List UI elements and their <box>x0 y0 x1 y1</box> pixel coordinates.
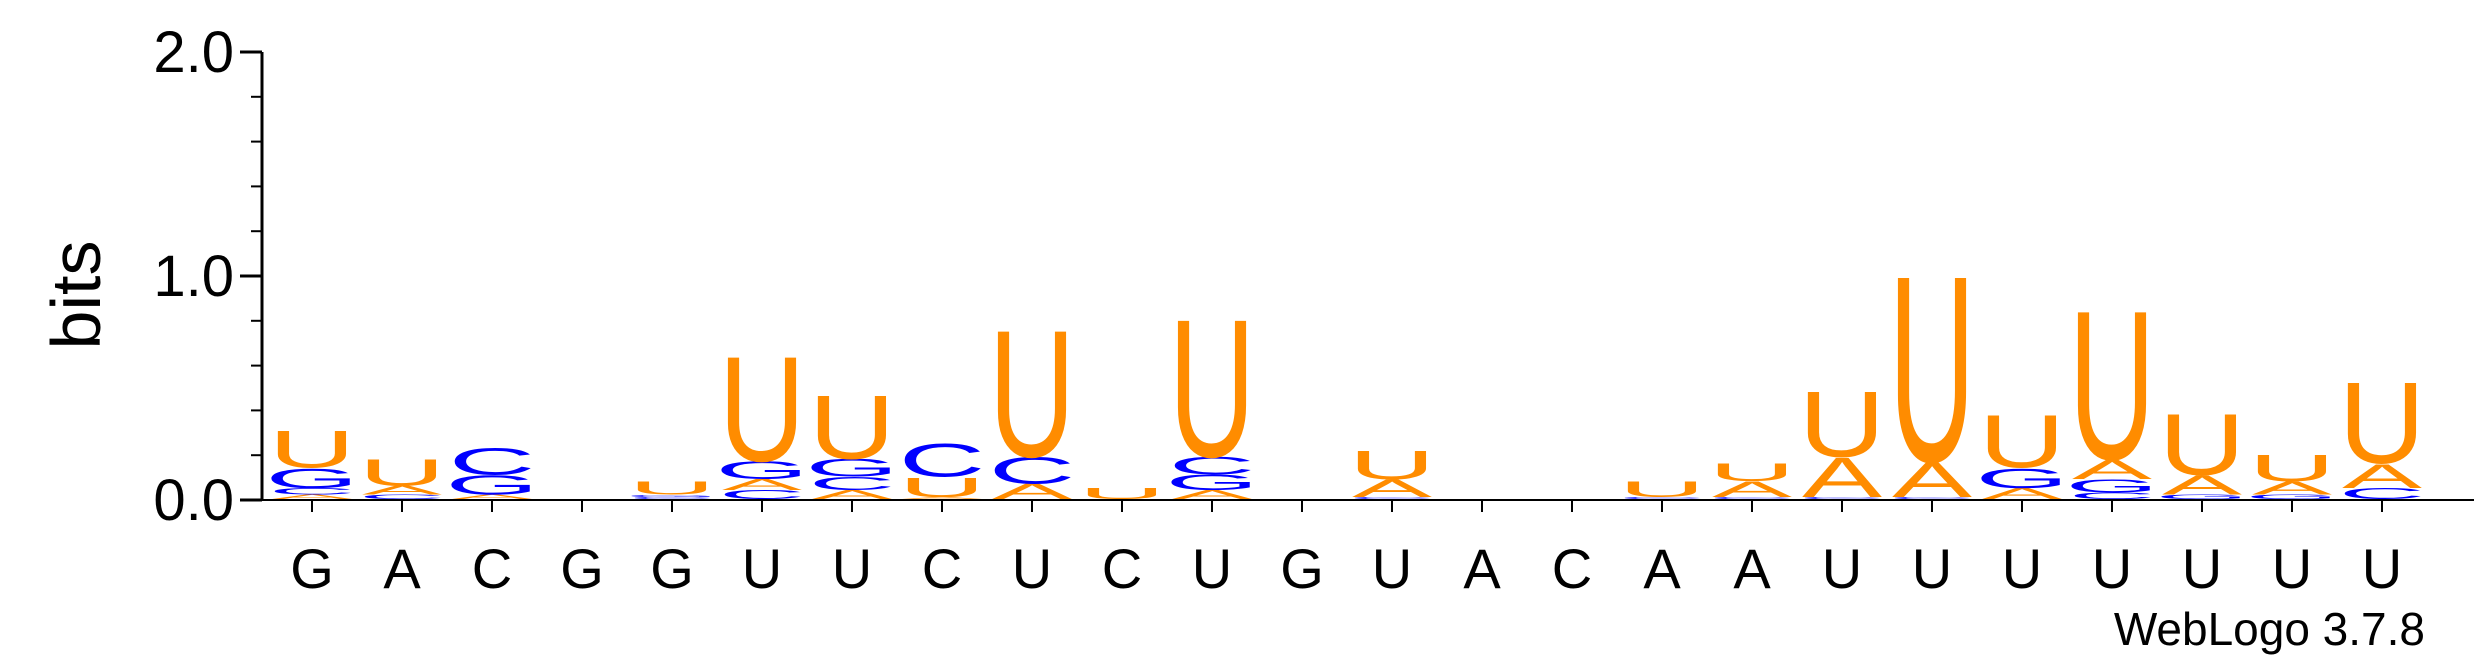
logo-letter-c: C <box>809 473 896 494</box>
logo-letter-a: A <box>272 493 353 500</box>
logo-letter-a: A <box>1802 446 1883 509</box>
x-tick-label: G <box>290 537 334 600</box>
x-tick-label: A <box>1643 537 1681 600</box>
logo-letter-g: G <box>2065 475 2158 496</box>
logo-letter-u: U <box>359 452 446 494</box>
logo-letter-a: A <box>2252 478 2333 499</box>
x-tick-label: U <box>1912 537 1952 600</box>
logo-letter-u: U <box>269 420 356 480</box>
x-tick-label: C <box>1102 537 1142 600</box>
logo-letter-u: U <box>1619 477 1706 501</box>
x-tick-label: U <box>1192 537 1232 600</box>
x-tick-label: U <box>1372 537 1412 600</box>
x-tick-label: G <box>1280 537 1324 600</box>
logo-letter-c: C <box>719 488 806 502</box>
logo-letter-c: C <box>989 450 1076 492</box>
logo-letter-a: A <box>1712 477 1793 501</box>
logo-letter-u: U <box>1979 400 2066 484</box>
x-tick-label: U <box>832 537 872 600</box>
y-tick-label: 1.0 <box>153 244 234 309</box>
logo-letter-a: A <box>722 476 802 493</box>
x-tick-label: C <box>1552 537 1592 600</box>
x-tick-label: C <box>472 537 512 600</box>
logo-letter-u: U <box>1799 371 1886 476</box>
x-tick-label: C <box>922 537 962 600</box>
logo-letter-u: U <box>1079 485 1166 502</box>
logo-letter-a: A <box>1352 475 1432 503</box>
logo-letter-c: C <box>1799 496 1886 500</box>
x-tick-label: U <box>2362 537 2402 600</box>
logo-letter-c: C <box>269 486 356 496</box>
y-ticks: 0.0 1.0 2.0 <box>153 20 262 533</box>
logo-letter-c: C <box>2339 485 2426 502</box>
logo-letter-g: G <box>2245 493 2338 500</box>
y-tick-label: 2.0 <box>153 20 234 85</box>
logo-letter-a: A <box>362 483 442 497</box>
logo-letter-u: U <box>809 377 896 478</box>
x-tick-label: U <box>2002 537 2042 600</box>
logo-letter-u: U <box>2249 447 2336 489</box>
logo-letter-u: U <box>899 472 986 503</box>
x-tick-label: U <box>1012 537 1052 600</box>
x-tick-label: U <box>2092 537 2132 600</box>
logo-letter-u: U <box>2339 358 2426 488</box>
logo-letter-c: C <box>899 435 986 487</box>
logo-letter-g: G <box>625 494 718 498</box>
logo-letter-c: C <box>1619 496 1706 500</box>
logo-letter-u: U <box>989 292 1076 495</box>
logo-letter-g: G <box>805 454 898 482</box>
logo-letter-a: A <box>2342 457 2422 496</box>
x-tick-label: U <box>2272 537 2312 600</box>
y-tick-label: 0.0 <box>153 468 234 533</box>
logo-letter-a: A <box>812 488 892 502</box>
x-tick-label: G <box>650 537 694 600</box>
logo-letter-c: C <box>629 496 716 500</box>
logo-letter-a: A <box>1982 485 2062 502</box>
logo-letter-g: G <box>445 469 538 500</box>
logo-letter-c: C <box>449 441 536 483</box>
logo-letter-c: C <box>2069 491 2156 501</box>
logo-letter-u: U <box>1169 278 1256 499</box>
logo-letter-a: A <box>452 493 533 500</box>
logo-letter-a: A <box>2072 454 2152 485</box>
logo-letter-c: C <box>1709 496 1796 500</box>
x-tick-label: U <box>742 537 782 600</box>
logo-letter-c: C <box>1889 496 1976 500</box>
logo-letter-u: U <box>1709 459 1796 487</box>
x-tick-label: A <box>1733 537 1771 600</box>
x-tick-label: G <box>560 537 604 600</box>
x-tick-label: A <box>383 537 421 600</box>
x-tick-label: A <box>1463 537 1501 600</box>
x-tick-label: U <box>1822 537 1862 600</box>
credit-label: WebLogo 3.7.8 <box>2114 603 2425 655</box>
logo-letter-c: C <box>359 493 446 500</box>
logo-letter-u: U <box>1349 442 1436 487</box>
x-tick-label: U <box>2182 537 2222 600</box>
logo-letter-g: G <box>1165 470 1258 494</box>
logo-letter-a: A <box>902 496 983 500</box>
logo-letter-u: U <box>719 325 806 493</box>
logo-letter-u: U <box>1889 220 1976 518</box>
logo-letter-g: G <box>715 457 808 485</box>
logo-letter-a: A <box>1892 452 1973 508</box>
logo-letter-c: C <box>1349 496 1436 500</box>
logo-letter-a: A <box>2162 469 2242 500</box>
logo-letter-g: G <box>2155 493 2248 500</box>
logo-letter-u: U <box>629 478 716 499</box>
logo-letter-c: C <box>1169 452 1256 480</box>
logo-letter-u: U <box>2159 396 2246 494</box>
logo-letter-a: A <box>992 479 1073 503</box>
logo-letter-g: G <box>1975 463 2068 494</box>
logo-letter-u: U <box>2069 267 2156 505</box>
y-axis-label: bits <box>37 241 115 350</box>
logo-letter-g: G <box>265 463 358 494</box>
logo-letter-a: A <box>1172 488 1252 502</box>
